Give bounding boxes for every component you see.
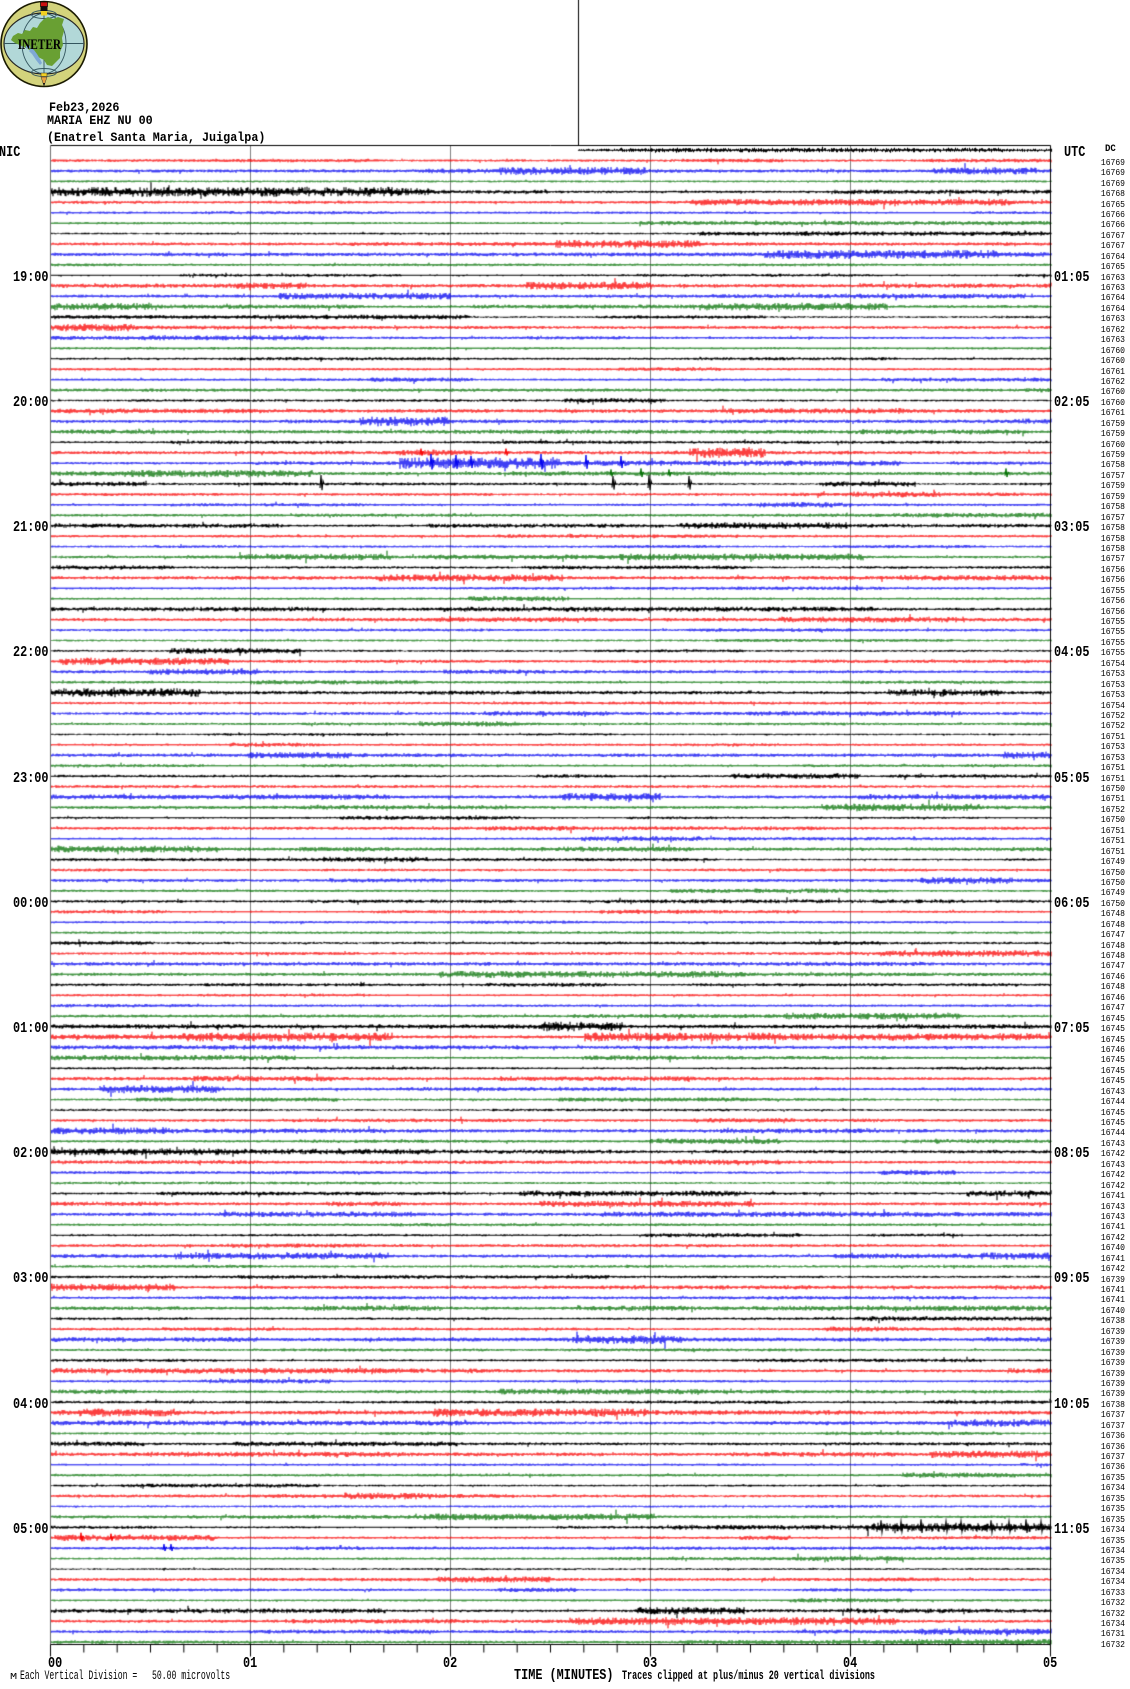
svg-text:INETER: INETER bbox=[18, 36, 62, 53]
